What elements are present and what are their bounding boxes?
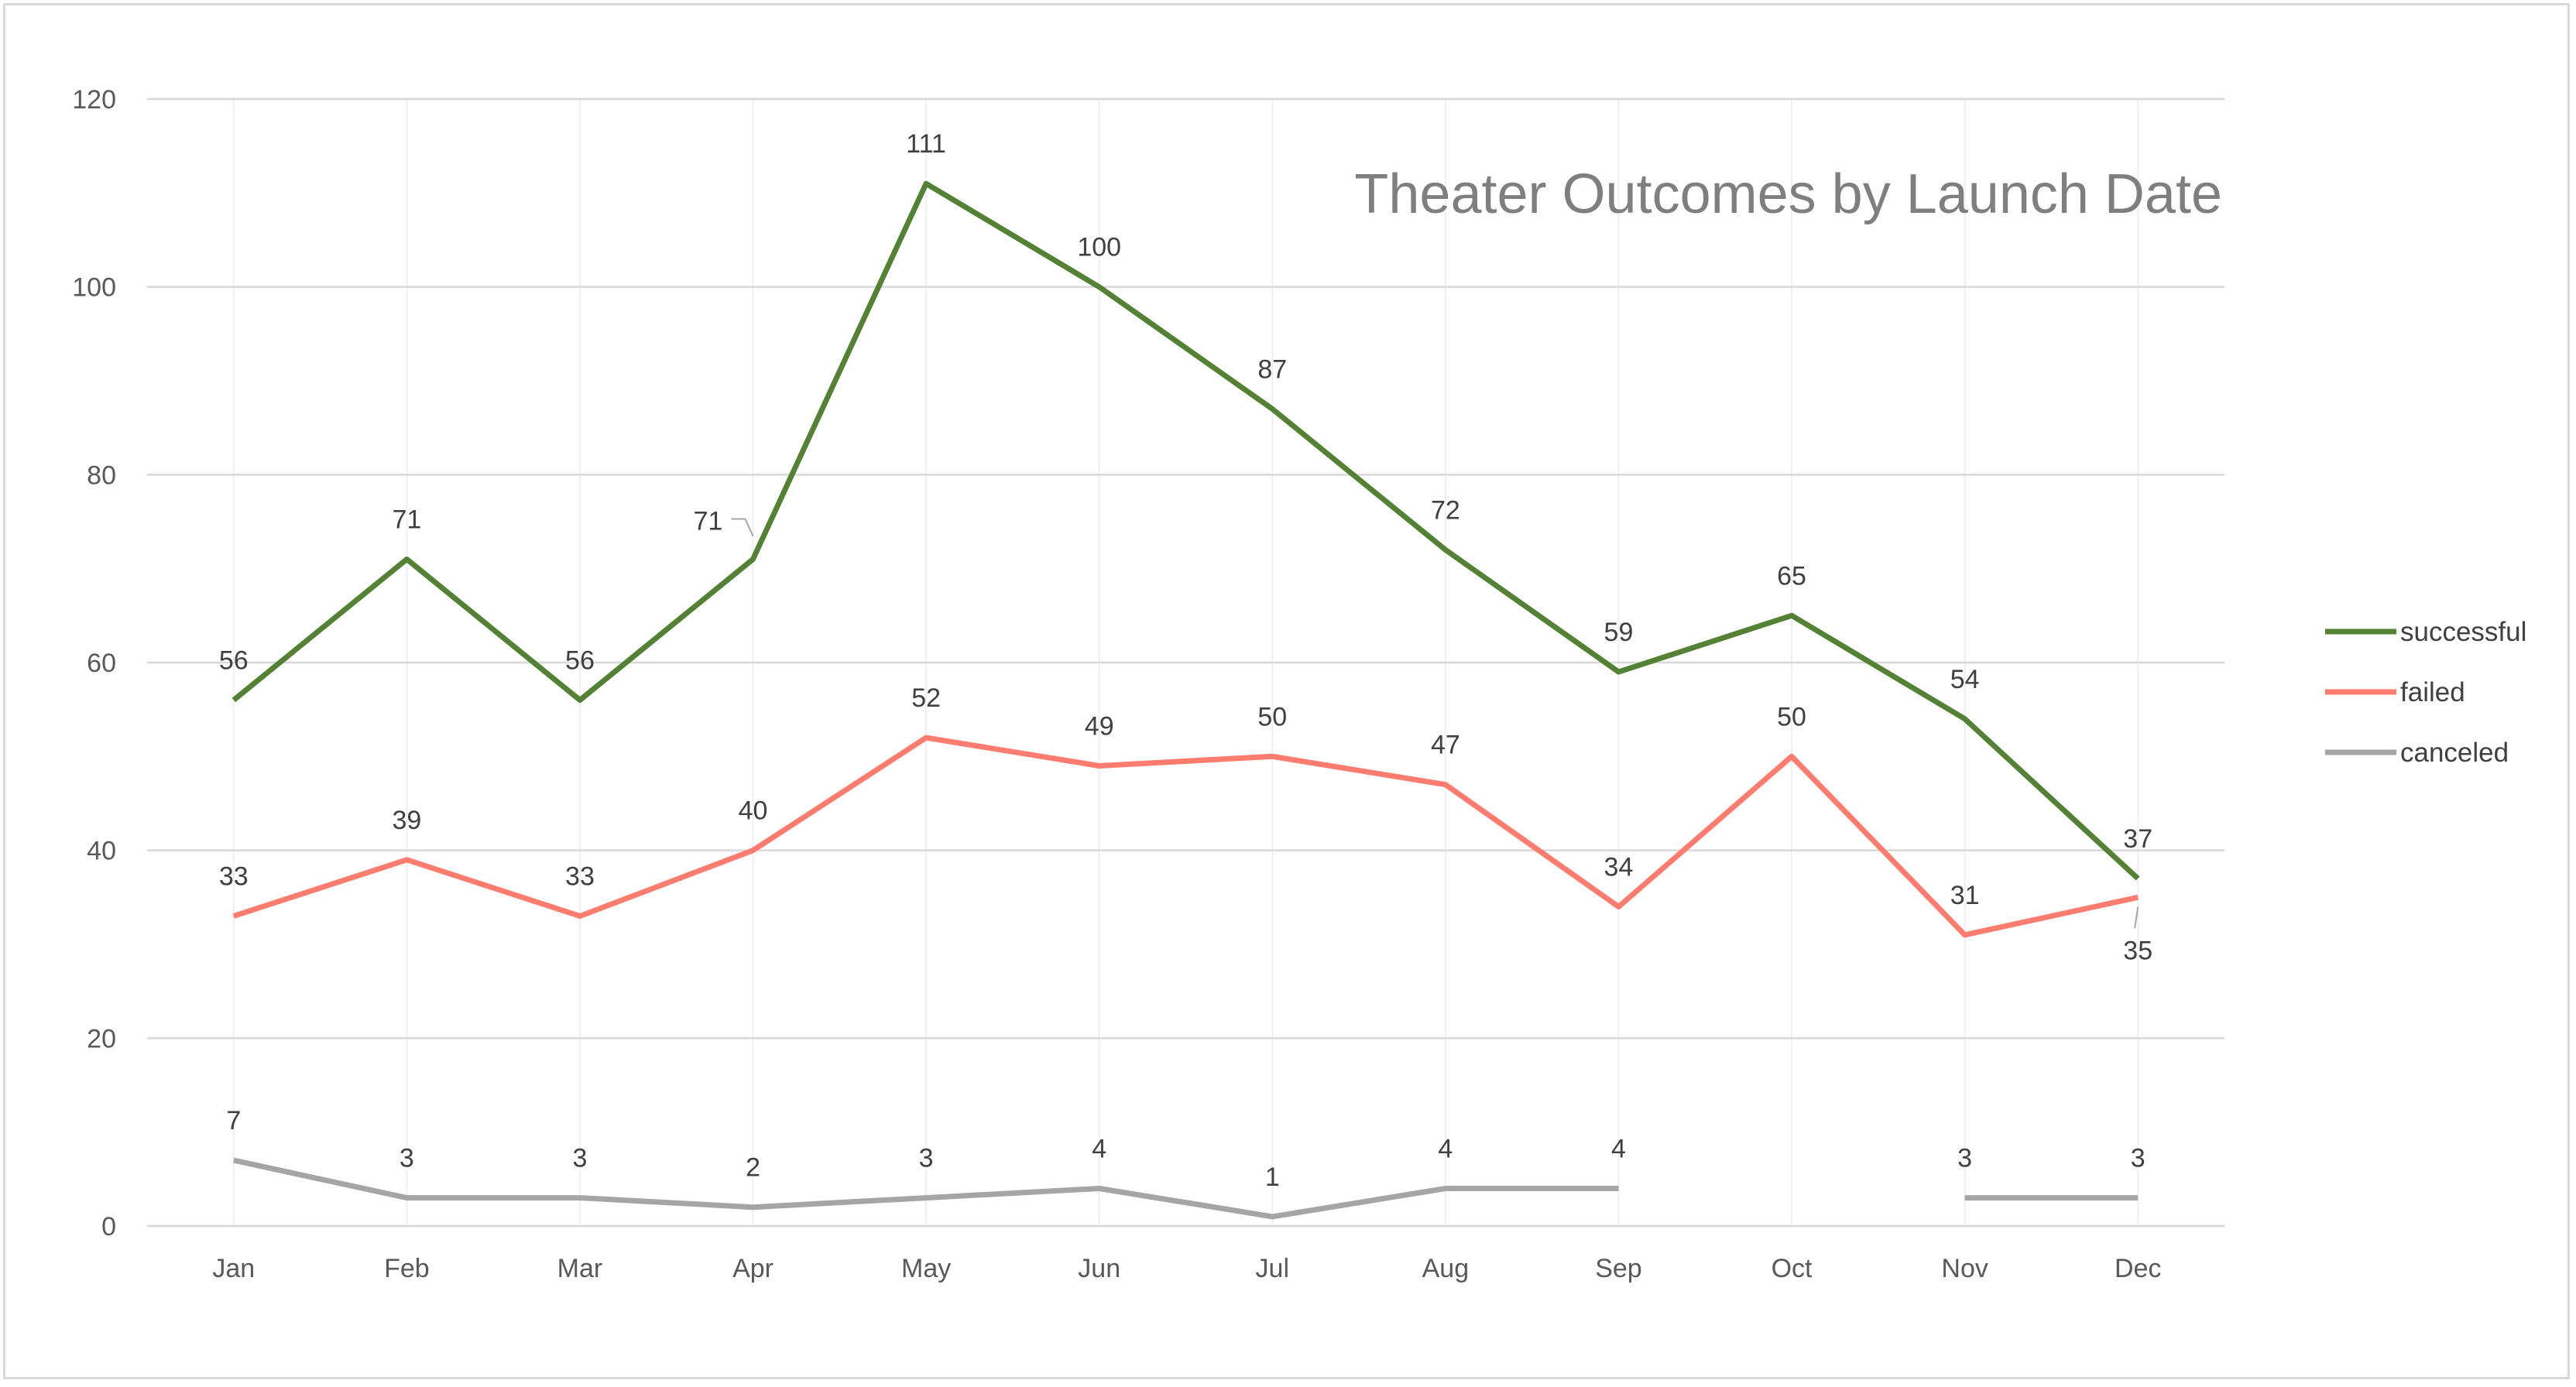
failed-data-label: 39	[392, 806, 421, 835]
failed-data-label: 34	[1604, 852, 1634, 882]
x-tick-label: Jul	[1256, 1254, 1289, 1283]
successful-data-label: 59	[1604, 618, 1634, 647]
successful-data-label: 87	[1257, 354, 1287, 384]
y-tick-label: 40	[87, 837, 116, 866]
gridlines	[147, 98, 2224, 1228]
y-tick-label: 20	[87, 1024, 116, 1053]
successful-legend-label: successful	[2400, 617, 2526, 647]
canceled-data-label: 4	[1438, 1134, 1453, 1163]
failed-data-label: 52	[911, 683, 941, 713]
chart-frame	[3, 3, 2570, 1379]
successful-data-label: 37	[2123, 824, 2152, 854]
canceled-data-label: 3	[919, 1144, 934, 1173]
chart-title: Theater Outcomes by Launch Date	[1354, 163, 2222, 225]
failed-data-label: 33	[565, 862, 595, 892]
failed-data-label: 49	[1085, 711, 1114, 741]
successful-data-label: 56	[219, 646, 249, 676]
x-tick-label: May	[901, 1254, 951, 1283]
canceled-data-label: 2	[746, 1153, 760, 1183]
canceled-data-label: 3	[400, 1144, 414, 1173]
legend: successful failed canceled	[2325, 617, 2526, 768]
x-tick-label: Jan	[212, 1254, 255, 1283]
successful-data-label: 65	[1777, 561, 1806, 591]
failed-legend-label: failed	[2400, 677, 2465, 707]
failed-data-label: 35	[2123, 936, 2152, 965]
y-tick-label: 100	[72, 273, 116, 303]
canceled-data-label: 3	[572, 1144, 587, 1173]
y-tick-label: 0	[101, 1212, 116, 1241]
x-tick-label: Nov	[1941, 1254, 1988, 1283]
x-tick-label: Jun	[1078, 1254, 1120, 1283]
failed-data-label: 31	[1950, 881, 1980, 910]
y-tick-label: 120	[72, 85, 116, 115]
failed-data-label: 40	[739, 796, 768, 826]
failed-line	[232, 735, 2139, 938]
x-tick-label: Oct	[1772, 1254, 1813, 1283]
y-tick-label: 60	[87, 649, 116, 678]
failed-data-label: 50	[1777, 702, 1806, 731]
successful-line	[232, 180, 2140, 881]
successful-data-label: 72	[1431, 495, 1460, 525]
failed-data-label: 33	[219, 862, 249, 892]
successful-data-label: 54	[1950, 665, 1980, 694]
canceled-data-label: 7	[226, 1106, 241, 1135]
leader-line	[2134, 906, 2139, 929]
failed-data-label: 47	[1431, 731, 1460, 760]
x-tick-label: Dec	[2115, 1254, 2161, 1283]
x-tick-label: Apr	[732, 1254, 773, 1283]
successful-data-label: 71	[392, 505, 421, 535]
x-tick-label: Feb	[384, 1254, 430, 1283]
series-lines	[232, 180, 2140, 1220]
successful-data-label: 56	[565, 646, 595, 676]
canceled-data-label: 3	[2131, 1144, 2146, 1173]
x-tick-label: Sep	[1595, 1254, 1642, 1283]
canceled-data-label: 1	[1265, 1163, 1280, 1192]
axes: 0 20 40 60 80 100 120 Jan Feb Mar Apr May Jun Jul Aug S…	[72, 85, 2161, 1283]
y-tick-label: 80	[87, 461, 116, 490]
successful-data-label: 111	[906, 129, 946, 159]
x-tick-label: Aug	[1422, 1254, 1470, 1283]
canceled-legend-label: canceled	[2400, 738, 2509, 768]
successful-data-label: 100	[1077, 233, 1121, 262]
canceled-data-label: 4	[1611, 1134, 1626, 1163]
failed-data-label: 50	[1257, 702, 1287, 731]
canceled-line	[233, 1157, 1619, 1220]
successful-data-label: 71	[694, 507, 723, 536]
x-tick-label: Mar	[557, 1254, 603, 1283]
canceled-data-label: 4	[1092, 1134, 1106, 1163]
leader-line	[731, 518, 754, 536]
canceled-data-label: 3	[1957, 1144, 1972, 1173]
